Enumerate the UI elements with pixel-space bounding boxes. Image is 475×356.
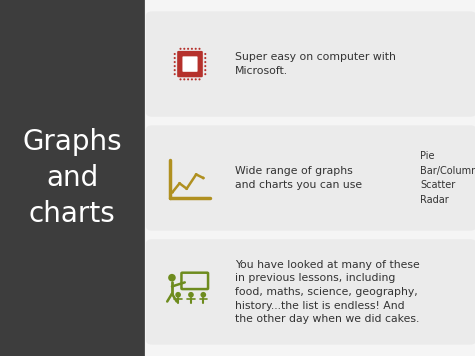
Text: You have looked at many of these
in previous lessons, including
food, maths, sci: You have looked at many of these in prev…: [235, 260, 420, 324]
Text: Pie
Bar/Column
Scatter
Radar: Pie Bar/Column Scatter Radar: [420, 151, 475, 205]
Ellipse shape: [180, 48, 181, 50]
Ellipse shape: [180, 78, 181, 80]
Ellipse shape: [202, 177, 205, 179]
Ellipse shape: [204, 61, 206, 63]
Ellipse shape: [187, 48, 189, 50]
FancyBboxPatch shape: [146, 239, 475, 345]
Ellipse shape: [175, 292, 181, 298]
Ellipse shape: [174, 53, 176, 55]
Ellipse shape: [171, 191, 174, 194]
Ellipse shape: [204, 69, 206, 71]
Text: Graphs
and
charts: Graphs and charts: [22, 128, 122, 228]
Ellipse shape: [183, 78, 185, 80]
Ellipse shape: [188, 292, 194, 298]
FancyBboxPatch shape: [177, 51, 203, 77]
Text: Wide range of graphs
and charts you can use: Wide range of graphs and charts you can …: [235, 166, 362, 190]
FancyBboxPatch shape: [0, 0, 145, 356]
Ellipse shape: [187, 78, 189, 80]
Ellipse shape: [178, 182, 181, 185]
Ellipse shape: [195, 48, 197, 50]
Ellipse shape: [204, 73, 206, 75]
FancyBboxPatch shape: [146, 11, 475, 117]
Ellipse shape: [183, 48, 185, 50]
Ellipse shape: [204, 65, 206, 67]
Ellipse shape: [195, 78, 197, 80]
Ellipse shape: [174, 69, 176, 71]
Ellipse shape: [191, 78, 193, 80]
Ellipse shape: [174, 73, 176, 75]
Ellipse shape: [199, 78, 200, 80]
Text: Super easy on computer with
Microsoft.: Super easy on computer with Microsoft.: [235, 52, 396, 76]
Ellipse shape: [191, 48, 193, 50]
Ellipse shape: [195, 173, 198, 176]
Ellipse shape: [174, 57, 176, 59]
Ellipse shape: [204, 53, 206, 55]
Ellipse shape: [174, 65, 176, 67]
Ellipse shape: [199, 48, 200, 50]
FancyBboxPatch shape: [182, 56, 198, 72]
Ellipse shape: [185, 187, 188, 190]
Ellipse shape: [168, 274, 176, 282]
FancyBboxPatch shape: [146, 125, 475, 231]
Ellipse shape: [200, 292, 206, 298]
Ellipse shape: [174, 61, 176, 63]
Ellipse shape: [204, 57, 206, 59]
